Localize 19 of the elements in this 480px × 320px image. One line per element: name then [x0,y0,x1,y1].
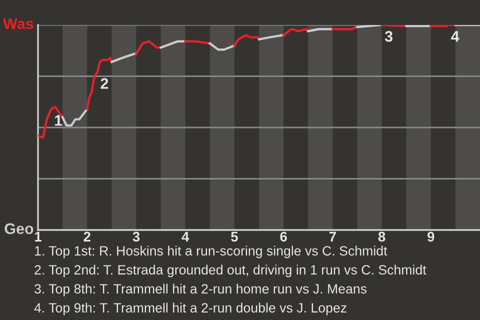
text: 1. Top 1st: R. Hoskins hit a run-scoring single vs C. Schmidt [35,246,388,258]
x-tick-label: 9 [428,232,434,242]
x-tick-label: 6 [280,232,287,242]
text: 3. Top 8th: T. Trammell hit a 2-run home run vs J. Means [34,284,367,296]
annotation: 3 [384,30,392,42]
annotation: 1 [55,115,62,126]
annotation: 4 [451,31,460,42]
annotation: 2 [100,78,108,89]
x-tick-label: 2 [84,232,90,242]
x-tick-label: 1 [35,232,42,242]
text: 4. Top 9th: T. Trammell hit a 2-run double vs J. Lopez [34,302,346,316]
text: Was [3,18,34,30]
text: Geo [4,223,34,234]
x-tick-label: 3 [132,232,140,242]
text: 2. Top 2nd: T. Estrada grounded out, driving in 1 run vs C. Schmidt [34,264,426,278]
x-tick-label: 7 [329,232,336,242]
x-tick-label: 5 [231,232,238,242]
x-tick-label: 8 [378,232,386,242]
x-tick-label: 4 [182,232,190,242]
